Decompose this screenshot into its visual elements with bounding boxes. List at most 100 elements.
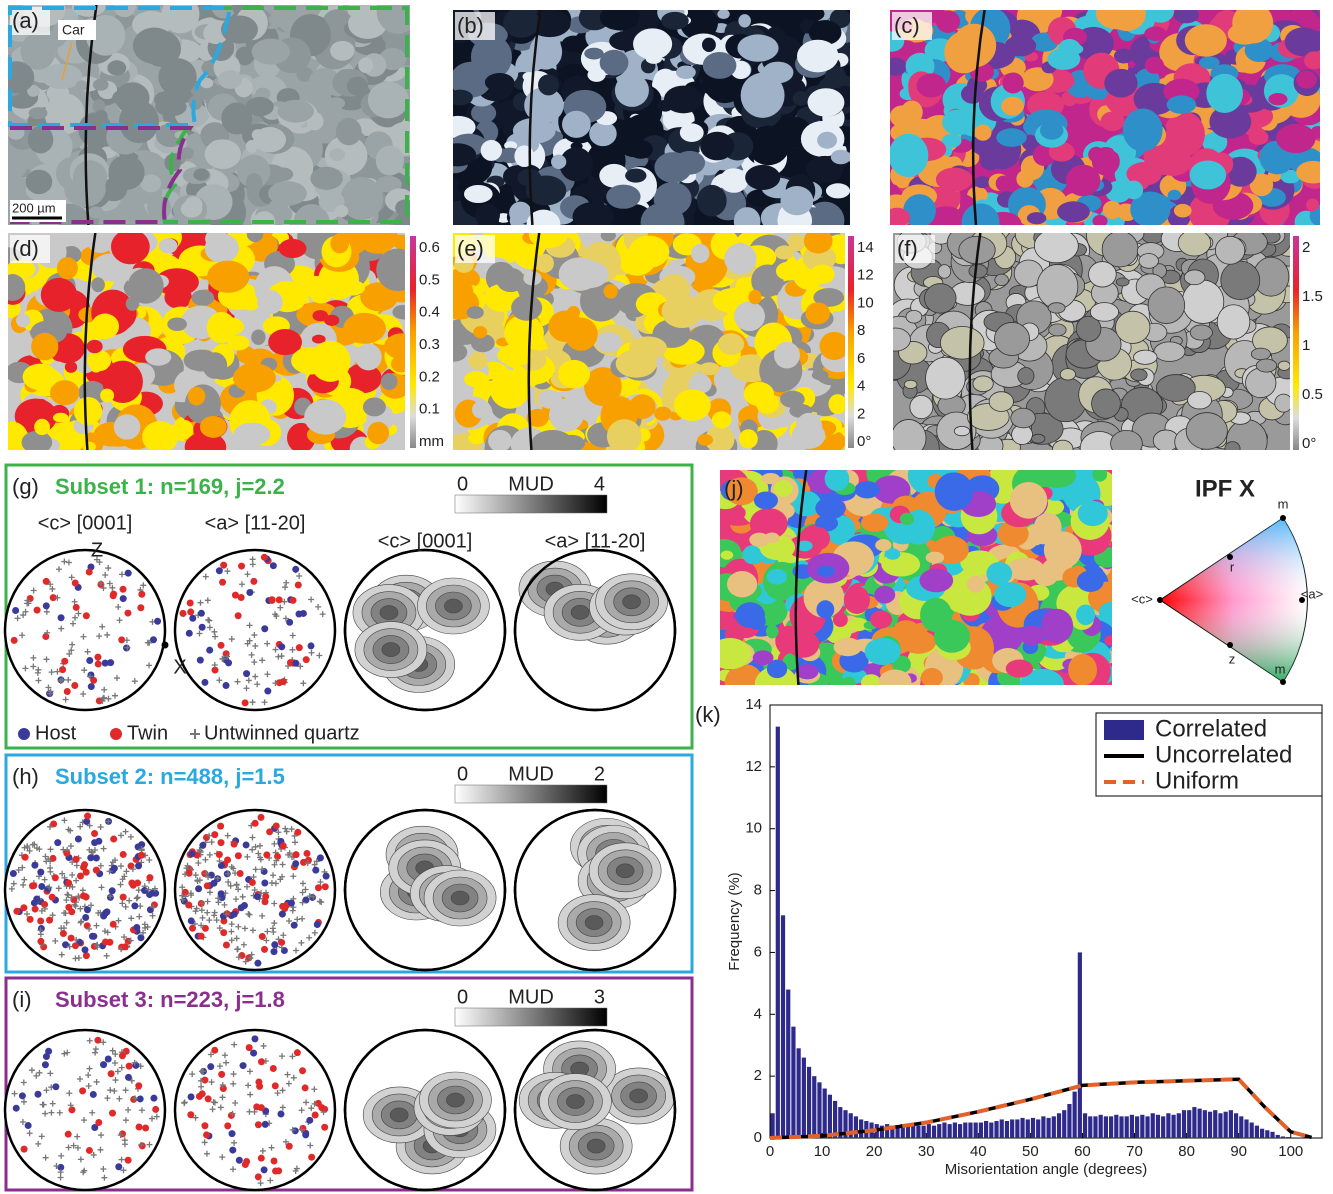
grain bbox=[529, 221, 568, 248]
point-twin bbox=[271, 1157, 278, 1164]
grain bbox=[921, 668, 943, 687]
grain bbox=[1104, 69, 1137, 98]
bar bbox=[1000, 1119, 1004, 1138]
grain bbox=[724, 243, 756, 274]
grain bbox=[870, 611, 892, 629]
point-host bbox=[188, 850, 195, 857]
bar bbox=[791, 1027, 795, 1138]
point-twin bbox=[204, 882, 211, 889]
grain bbox=[691, 244, 709, 263]
point-twin bbox=[300, 859, 307, 866]
grain bbox=[468, 352, 487, 370]
grain bbox=[1005, 35, 1037, 56]
colorbar bbox=[1293, 236, 1299, 450]
bar bbox=[1005, 1121, 1009, 1138]
point-host bbox=[82, 946, 89, 953]
point-host bbox=[188, 917, 195, 924]
grain bbox=[936, 10, 960, 33]
grain bbox=[604, 284, 618, 299]
grain bbox=[86, 223, 115, 253]
point-host bbox=[292, 566, 299, 573]
grain bbox=[277, 100, 314, 123]
bar bbox=[979, 1123, 983, 1138]
grain bbox=[875, 539, 891, 551]
point-host bbox=[250, 1050, 257, 1057]
grain bbox=[1104, 635, 1117, 645]
x-tick-label: 100 bbox=[1278, 1143, 1303, 1160]
grain bbox=[843, 153, 856, 162]
grain bbox=[664, 86, 703, 114]
contour bbox=[566, 1095, 584, 1109]
x-tick-label: 30 bbox=[918, 1143, 935, 1160]
grain bbox=[1185, 24, 1227, 57]
point-twin bbox=[43, 578, 50, 585]
grain bbox=[776, 262, 803, 281]
ipf-pole bbox=[1157, 597, 1163, 603]
grain bbox=[207, 312, 236, 343]
colorbar-label: 2 bbox=[857, 405, 865, 422]
x-tick-label: 10 bbox=[814, 1143, 831, 1160]
grain bbox=[221, 103, 252, 135]
y-tick-label: 2 bbox=[754, 1067, 762, 1084]
colorbar-label: 0.3 bbox=[419, 336, 440, 353]
point-host bbox=[91, 839, 98, 846]
point-twin bbox=[269, 597, 276, 604]
point-twin bbox=[312, 1111, 319, 1118]
grain bbox=[88, 207, 103, 219]
grain bbox=[112, 89, 137, 106]
grain bbox=[1188, 392, 1212, 409]
colorbar-label: 0.6 bbox=[419, 239, 440, 256]
grain bbox=[368, 82, 409, 119]
grain bbox=[737, 34, 778, 61]
point-host bbox=[12, 607, 19, 614]
grain bbox=[472, 401, 489, 418]
point-twin bbox=[94, 654, 101, 661]
grain bbox=[734, 301, 765, 331]
point-host bbox=[141, 887, 148, 894]
grain bbox=[994, 322, 1029, 355]
grain bbox=[570, 261, 608, 288]
grain bbox=[810, 265, 835, 284]
grain bbox=[697, 185, 727, 217]
point-twin bbox=[258, 1058, 265, 1065]
grain bbox=[1306, 198, 1319, 211]
grain bbox=[817, 565, 835, 576]
point-twin bbox=[52, 874, 59, 881]
colorbar-label: 0° bbox=[857, 433, 871, 450]
grain bbox=[1178, 230, 1211, 256]
grain bbox=[473, 326, 487, 338]
grain bbox=[439, 143, 476, 166]
point-host bbox=[195, 885, 202, 892]
grain bbox=[1154, 342, 1185, 362]
ipf-pole-label: <a> bbox=[1301, 586, 1323, 601]
point-twin bbox=[61, 658, 68, 665]
grain bbox=[203, 352, 228, 379]
point-twin bbox=[321, 1124, 328, 1131]
bar bbox=[906, 1126, 910, 1138]
bar bbox=[937, 1124, 941, 1138]
contour bbox=[444, 599, 462, 613]
bar bbox=[797, 1048, 801, 1138]
point-twin bbox=[65, 879, 72, 886]
grain bbox=[363, 397, 386, 416]
grain bbox=[812, 370, 829, 380]
bar bbox=[1099, 1115, 1103, 1138]
grain bbox=[1199, 56, 1220, 69]
bar bbox=[1239, 1116, 1243, 1138]
point-twin bbox=[259, 933, 266, 940]
grain bbox=[739, 429, 758, 448]
pole-figure bbox=[175, 550, 335, 710]
grain bbox=[766, 625, 779, 639]
grain bbox=[910, 395, 933, 418]
grain bbox=[1018, 368, 1034, 385]
point-twin bbox=[83, 952, 90, 959]
grain bbox=[919, 569, 953, 593]
grain bbox=[734, 207, 761, 236]
grain bbox=[536, 254, 554, 273]
bar bbox=[771, 1113, 775, 1138]
point-host bbox=[90, 1091, 97, 1098]
image-e bbox=[436, 215, 861, 472]
point-host bbox=[261, 1166, 268, 1173]
grain bbox=[1011, 408, 1036, 428]
grain bbox=[31, 333, 58, 361]
